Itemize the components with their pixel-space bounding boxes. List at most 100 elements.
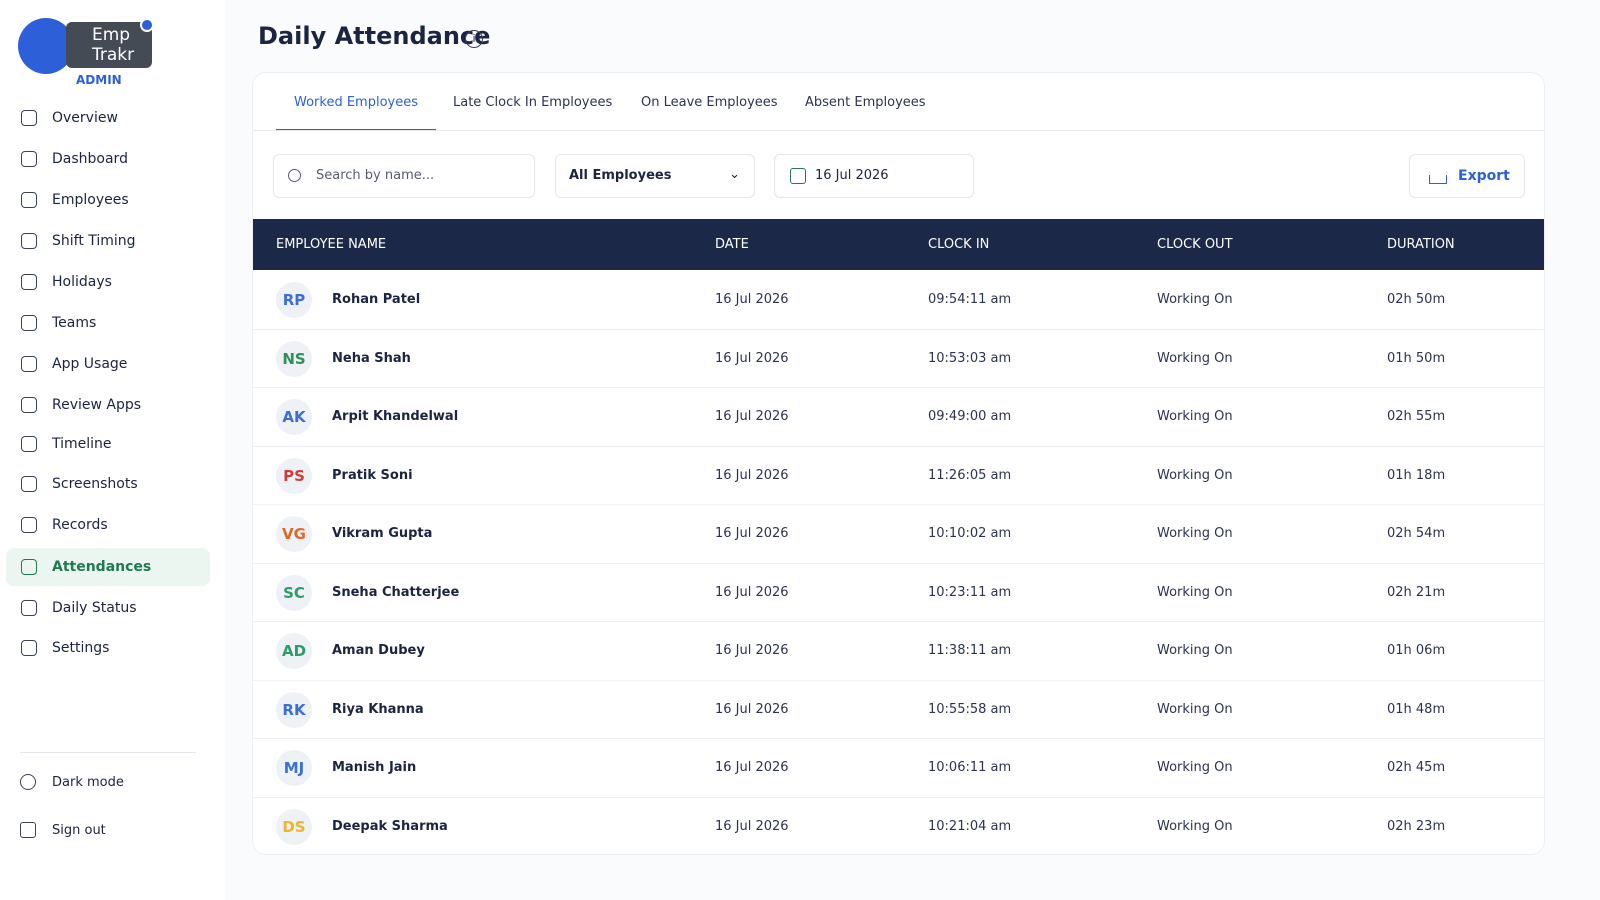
nav-label: Review Apps: [52, 397, 142, 413]
logo-line: Trakr: [92, 45, 135, 65]
employee-name[interactable]: Manish Jain: [332, 760, 417, 776]
table-row: RP Rohan Patel 16 Jul 2026 09:54:11 am Worki…: [253, 271, 1544, 330]
employee-cell: MJ Manish Jain: [253, 739, 693, 797]
employee-name[interactable]: Pratik Soni: [332, 467, 413, 483]
date: 16 Jul 2026: [715, 701, 789, 717]
nav-item[interactable]: Timeline: [6, 425, 210, 463]
employee-name[interactable]: Arpit Khandelwal: [332, 409, 459, 425]
employee-name[interactable]: Rohan Patel: [332, 292, 421, 308]
nav-item[interactable]: App Usage: [6, 345, 210, 383]
employee-name[interactable]: Riya Khanna: [332, 701, 424, 717]
dark-mode[interactable]: Dark mode: [20, 774, 124, 790]
clock-in: 10:10:02 am: [928, 526, 1012, 542]
nav-item[interactable]: Records: [6, 506, 210, 544]
export-button[interactable]: Export: [1409, 154, 1525, 198]
nav-label: Holidays: [52, 274, 112, 290]
date-picker[interactable]: 16 Jul 2026: [774, 154, 974, 198]
nav-icon: [21, 192, 37, 208]
nav-icon: [21, 233, 37, 249]
avatar: SC: [276, 574, 312, 611]
clock-out: Working On: [1157, 350, 1233, 366]
tab[interactable]: Worked Employees: [276, 95, 436, 131]
nav-icon: [21, 110, 37, 126]
nav-label: Settings: [52, 640, 110, 656]
sidebar: Emp Trakr ADMIN Overview Dashboard Employee…: [0, 0, 225, 900]
column-header: DATE: [715, 237, 749, 252]
employee-name[interactable]: Deepak Sharma: [332, 818, 448, 834]
clock-in: 11:26:05 am: [928, 467, 1012, 483]
nav-label: App Usage: [52, 356, 128, 372]
clock-in: 10:23:11 am: [928, 584, 1012, 600]
nav-item[interactable]: Daily Status: [6, 589, 210, 627]
employee-name[interactable]: Vikram Gupta: [332, 526, 433, 542]
clock-out: Working On: [1157, 584, 1233, 600]
date: 16 Jul 2026: [715, 526, 789, 542]
date-value: 16 Jul 2026: [815, 168, 889, 183]
clock-in: 10:06:11 am: [928, 760, 1012, 776]
date: 16 Jul 2026: [715, 760, 789, 776]
nav-item[interactable]: Dashboard: [6, 140, 210, 178]
nav-label: Attendances: [52, 559, 152, 575]
nav-icon: [21, 397, 37, 413]
nav-icon: [21, 640, 37, 656]
clock-in: 10:55:58 am: [928, 701, 1012, 717]
clock-out: Working On: [1157, 701, 1233, 717]
avatar: AD: [276, 633, 312, 670]
nav-item[interactable]: Overview: [6, 99, 210, 137]
nav-item[interactable]: Attendances: [6, 548, 210, 586]
date: 16 Jul 2026: [715, 350, 789, 366]
column-header: CLOCK OUT: [1157, 237, 1233, 252]
employee-cell: PS Pratik Soni: [253, 447, 693, 505]
table-row: AK Arpit Khandelwal 16 Jul 2026 09:49:00 am…: [253, 388, 1544, 447]
employee-name[interactable]: Neha Shah: [332, 350, 411, 366]
clock-out: Working On: [1157, 526, 1233, 542]
nav-item[interactable]: Review Apps: [6, 386, 210, 424]
nav-icon: [21, 559, 37, 575]
clock-in: 11:38:11 am: [928, 643, 1012, 659]
button-label: Export: [1458, 168, 1510, 184]
date: 16 Jul 2026: [715, 643, 789, 659]
nav-icon: [21, 274, 37, 290]
tab[interactable]: Absent Employees: [805, 95, 926, 110]
search-box[interactable]: Search by name...: [273, 154, 535, 198]
employee-cell: NS Neha Shah: [253, 330, 693, 388]
employee-select[interactable]: All Employees ⌄: [555, 154, 755, 198]
avatar: DS: [276, 808, 312, 845]
nav-label: Employees: [52, 192, 129, 208]
table-row: DS Deepak Sharma 16 Jul 2026 10:21:04 am Wor…: [253, 798, 1544, 855]
avatar: PS: [276, 457, 312, 494]
nav-item[interactable]: Employees: [6, 181, 210, 219]
employee-cell: AK Arpit Khandelwal: [253, 388, 693, 446]
duration: 02h 23m: [1387, 818, 1446, 834]
table-row: SC Sneha Chatterjee 16 Jul 2026 10:23:11 am…: [253, 564, 1544, 622]
duration: 01h 18m: [1387, 467, 1446, 483]
nav-item[interactable]: Teams: [6, 304, 210, 342]
nav-icon: [21, 356, 37, 372]
date: 16 Jul 2026: [715, 818, 789, 834]
duration: 02h 54m: [1387, 526, 1446, 542]
info-icon[interactable]: i: [465, 30, 483, 48]
nav-item[interactable]: Holidays: [6, 263, 210, 301]
page-title: Daily Attendance: [258, 22, 491, 50]
table-row: AD Aman Dubey 16 Jul 2026 11:38:11 am Workin…: [253, 622, 1544, 681]
avatar: VG: [276, 516, 312, 553]
duration: 01h 48m: [1387, 701, 1446, 717]
label: Sign out: [52, 823, 106, 838]
table-row: RK Riya Khanna 16 Jul 2026 10:55:58 am Worki…: [253, 681, 1544, 739]
date: 16 Jul 2026: [715, 409, 789, 425]
nav-item[interactable]: Settings: [6, 629, 210, 667]
nav-item[interactable]: Screenshots: [6, 465, 210, 503]
duration: 01h 06m: [1387, 643, 1446, 659]
clock-out: Working On: [1157, 409, 1233, 425]
tab[interactable]: On Leave Employees: [641, 95, 778, 110]
sign-out[interactable]: Sign out: [20, 822, 106, 838]
nav-item[interactable]: Shift Timing: [6, 222, 210, 260]
employee-name[interactable]: Sneha Chatterjee: [332, 584, 460, 600]
clock-in: 10:21:04 am: [928, 818, 1012, 834]
tab[interactable]: Late Clock In Employees: [453, 95, 613, 110]
employee-name[interactable]: Aman Dubey: [332, 643, 425, 659]
clock-out: Working On: [1157, 643, 1233, 659]
nav-icon: [21, 476, 37, 492]
duration: 02h 50m: [1387, 292, 1446, 308]
